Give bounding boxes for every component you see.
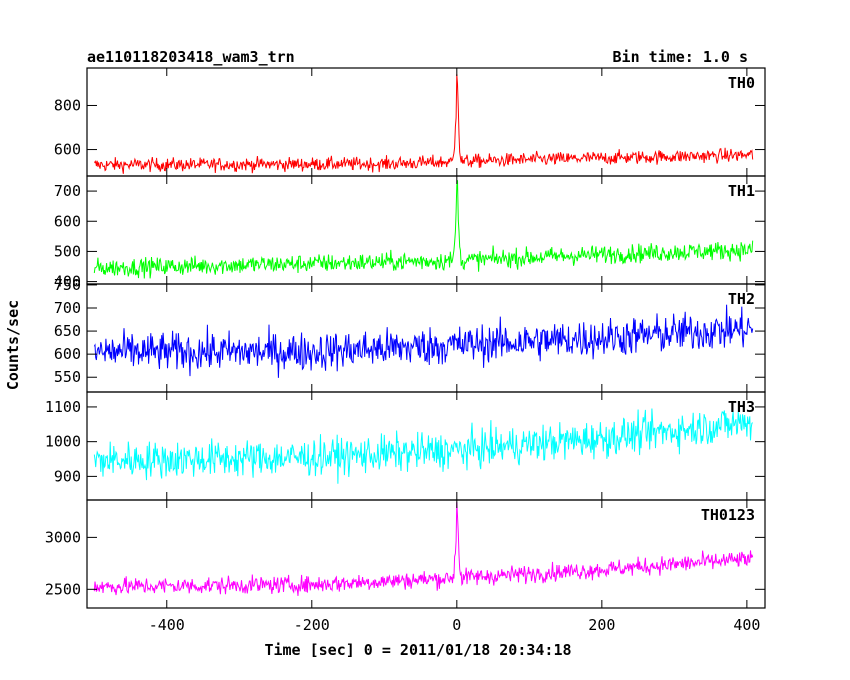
y-tick-label: 3000 xyxy=(45,528,81,546)
series-line-th0 xyxy=(93,74,754,174)
x-tick-label: 200 xyxy=(588,616,615,634)
y-tick-label: 800 xyxy=(54,96,81,114)
y-tick-label: 500 xyxy=(54,242,81,260)
x-tick-label: 400 xyxy=(733,616,760,634)
panel-label: TH0 xyxy=(728,74,755,92)
series-line-th0123 xyxy=(93,502,754,596)
y-tick-label: 600 xyxy=(54,212,81,230)
x-tick-label: 0 xyxy=(452,616,461,634)
y-tick-label: 400 xyxy=(54,273,81,291)
y-tick-label: 1000 xyxy=(45,433,81,451)
series-line-th1 xyxy=(93,180,754,279)
bin-time-label: Bin time: 1.0 s xyxy=(613,48,748,66)
x-tick-label: -200 xyxy=(294,616,330,634)
y-tick-label: 900 xyxy=(54,467,81,485)
panel-th2: 550 600 650 700 750 TH2 xyxy=(54,276,766,393)
panel-th1: 400 500 600 700 TH1 xyxy=(54,175,766,291)
series-line-th3 xyxy=(93,408,754,484)
y-tick-label: 750 xyxy=(54,276,81,294)
y-tick-label: 700 xyxy=(54,299,81,317)
panel-th0: 600 800 TH0 xyxy=(54,67,766,177)
panel-label: TH3 xyxy=(728,398,755,416)
y-tick-label: 1100 xyxy=(45,398,81,416)
panel-th3: 900 1000 1100 TH3 xyxy=(45,391,766,501)
panel-th0123: 2500 3000 TH0123 xyxy=(45,499,766,609)
panel-frame xyxy=(86,391,766,501)
y-tick-label: 2500 xyxy=(45,580,81,598)
series-line-th2 xyxy=(93,304,754,378)
panels-group: 600 800 TH0 400 500 600 700 TH1 550 600 650 700 750 T… xyxy=(45,67,766,634)
panel-frame xyxy=(86,67,766,177)
y-tick-label: 650 xyxy=(54,322,81,340)
panel-label: TH1 xyxy=(728,182,755,200)
y-axis-label: Counts/sec xyxy=(4,300,22,390)
chart-title: ae110118203418_wam3_trn xyxy=(87,48,295,66)
y-tick-label: 700 xyxy=(54,182,81,200)
y-tick-label: 600 xyxy=(54,141,81,159)
y-tick-label: 600 xyxy=(54,345,81,363)
panel-frame xyxy=(86,499,766,609)
x-tick-label: -400 xyxy=(149,616,185,634)
y-tick-label: 550 xyxy=(54,368,81,386)
x-axis-label: Time [sec] 0 = 2011/01/18 20:34:18 xyxy=(264,641,571,659)
panel-label: TH2 xyxy=(728,290,755,308)
panel-label: TH0123 xyxy=(701,506,755,524)
